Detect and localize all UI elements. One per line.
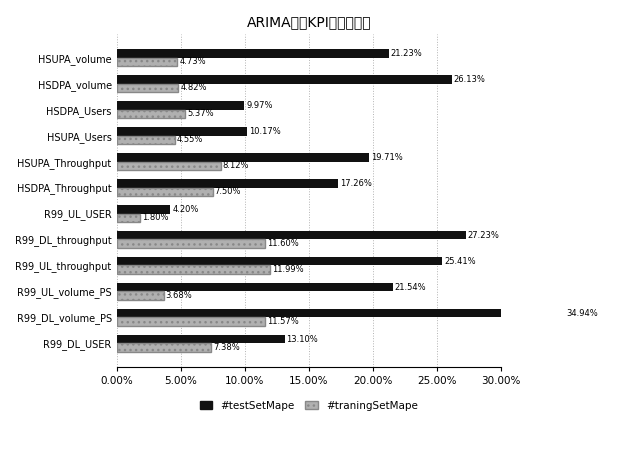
Bar: [117, 179, 338, 188]
Bar: [117, 76, 452, 84]
Bar: [117, 101, 244, 110]
Text: 21.54%: 21.54%: [395, 283, 427, 292]
Text: 11.60%: 11.60%: [268, 239, 299, 248]
Text: 27.23%: 27.23%: [468, 231, 500, 240]
Bar: [117, 136, 175, 144]
Text: 3.68%: 3.68%: [166, 291, 192, 300]
Text: 7.50%: 7.50%: [215, 187, 241, 196]
Text: 19.71%: 19.71%: [371, 153, 403, 162]
Bar: [117, 291, 164, 300]
Bar: [117, 283, 393, 291]
Text: 25.41%: 25.41%: [444, 257, 476, 266]
Text: 17.26%: 17.26%: [340, 179, 372, 188]
Text: 4.55%: 4.55%: [177, 135, 203, 144]
Bar: [117, 317, 265, 325]
Text: 11.99%: 11.99%: [272, 265, 304, 274]
Text: 5.37%: 5.37%: [187, 109, 214, 118]
Text: 4.20%: 4.20%: [172, 205, 199, 214]
Bar: [117, 343, 211, 352]
Bar: [117, 154, 369, 162]
Text: 26.13%: 26.13%: [454, 75, 485, 84]
Text: 1.80%: 1.80%: [141, 213, 168, 222]
Text: 9.97%: 9.97%: [246, 101, 273, 110]
Text: 4.73%: 4.73%: [179, 58, 206, 66]
Bar: [117, 58, 177, 66]
Bar: [117, 257, 442, 266]
Text: 34.94%: 34.94%: [567, 309, 598, 318]
Text: 8.12%: 8.12%: [223, 161, 249, 170]
Bar: [117, 266, 270, 274]
Bar: [117, 127, 247, 136]
Text: 21.23%: 21.23%: [391, 49, 423, 58]
Bar: [117, 335, 285, 343]
Title: ARIMA算法KPI综合误差率: ARIMA算法KPI综合误差率: [247, 15, 371, 29]
Bar: [117, 231, 466, 239]
Text: 4.82%: 4.82%: [180, 83, 207, 92]
Bar: [117, 162, 221, 170]
Bar: [117, 84, 179, 92]
Text: 11.57%: 11.57%: [267, 317, 298, 326]
Legend: #testSetMape, #traningSetMape: #testSetMape, #traningSetMape: [196, 396, 422, 415]
Text: 10.17%: 10.17%: [249, 127, 281, 136]
Bar: [117, 205, 170, 213]
Bar: [117, 309, 565, 317]
Bar: [117, 239, 266, 248]
Text: 7.38%: 7.38%: [213, 343, 240, 352]
Bar: [117, 49, 389, 58]
Bar: [117, 110, 186, 118]
Bar: [117, 188, 213, 196]
Bar: [117, 213, 139, 222]
Text: 13.10%: 13.10%: [286, 335, 318, 344]
